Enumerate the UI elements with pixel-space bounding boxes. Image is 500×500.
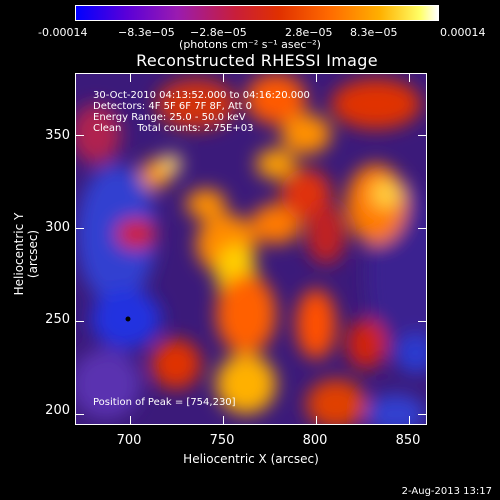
colorbar-unit: (photons cm⁻² s⁻¹ asec⁻²)	[179, 38, 321, 51]
rhessi-image	[75, 73, 427, 425]
x-tick: 800	[302, 433, 328, 448]
info-energy-range: Energy Range: 25.0 - 50.0 keV	[93, 112, 246, 123]
rhessi-heatmap	[76, 74, 426, 424]
date-stamp: 2-Aug-2013 13:17	[401, 486, 492, 497]
x-tick: 750	[209, 433, 235, 448]
y-axis-label: Heliocentric Y (arcsec)	[12, 212, 40, 296]
plot-title: Reconstructed RHESSI Image	[136, 51, 378, 70]
y-tick: 250	[45, 312, 70, 327]
colorbar-tick: −2.8e−05	[190, 26, 247, 39]
observation-info: 30-Oct-2010 04:13:52.000 to 04:16:20.000…	[93, 90, 310, 134]
y-tick: 300	[45, 220, 70, 235]
y-tick: 350	[45, 128, 70, 143]
peak-position: Position of Peak = [754,230]	[93, 397, 236, 408]
x-tick: 850	[395, 433, 421, 448]
colorbar	[75, 5, 439, 21]
colorbar-tick: 2.8e−05	[285, 26, 333, 39]
colorbar-tick: −8.3e−05	[118, 26, 175, 39]
x-tick: 700	[116, 433, 142, 448]
y-tick: 200	[45, 403, 70, 418]
x-axis-label: Heliocentric X (arcsec)	[183, 452, 319, 466]
colorbar-tick: 0.00014	[440, 26, 486, 39]
info-detectors: Detectors: 4F 5F 6F 7F 8F, Att 0	[93, 101, 253, 112]
colorbar-tick: -0.00014	[38, 26, 88, 39]
colorbar-tick: 8.3e−05	[350, 26, 398, 39]
info-time-range: 30-Oct-2010 04:13:52.000 to 04:16:20.000	[93, 90, 310, 101]
info-counts: Clean Total counts: 2.75E+03	[93, 123, 254, 134]
